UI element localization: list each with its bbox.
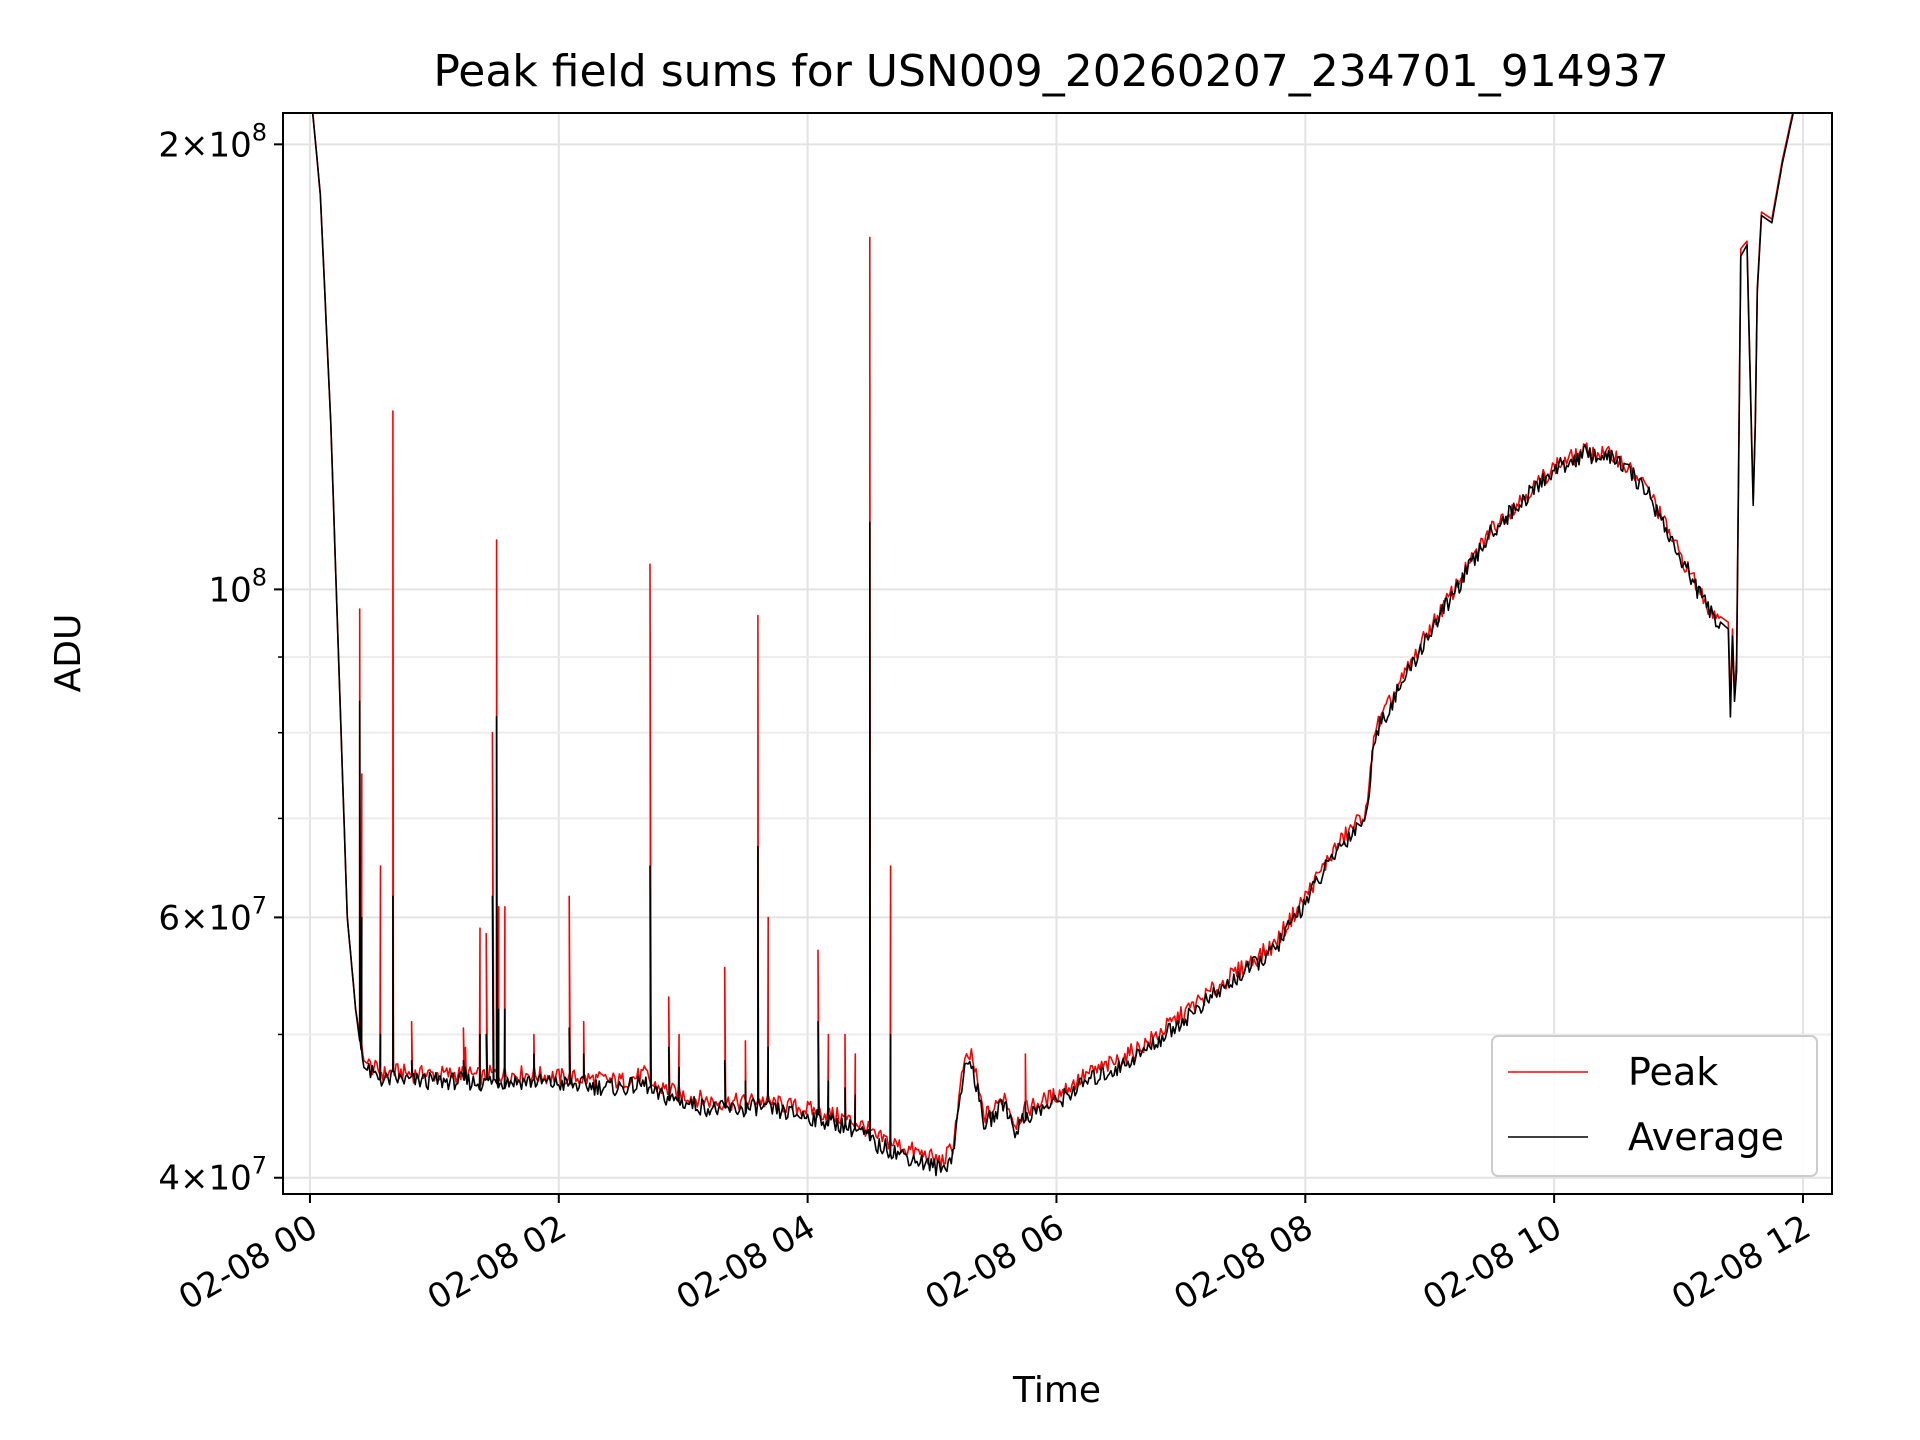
legend-box [1491,1035,1818,1177]
legend: Peak Average [1491,1035,1818,1177]
x-axis-title: Time [1012,1370,1101,1411]
y-tick-label: 108 [208,563,267,610]
y-tick-label: 2×108 [158,118,267,165]
chart-title: Peak field sums for USN009_20260207_2347… [433,46,1668,97]
legend-label-average: Average [1628,1115,1784,1159]
grid [283,113,1832,1194]
y-tick-label: 6×107 [158,891,267,938]
series-line-average [311,113,1794,1177]
plot-frame [282,112,1833,1195]
y-tick-label: 4×107 [158,1152,267,1199]
legend-label-peak: Peak [1628,1050,1718,1094]
plot-area [311,113,1794,1177]
y-axis: 4×107 6×107 108 2×108 [158,118,283,1199]
y-axis-title: ADU [48,614,89,693]
